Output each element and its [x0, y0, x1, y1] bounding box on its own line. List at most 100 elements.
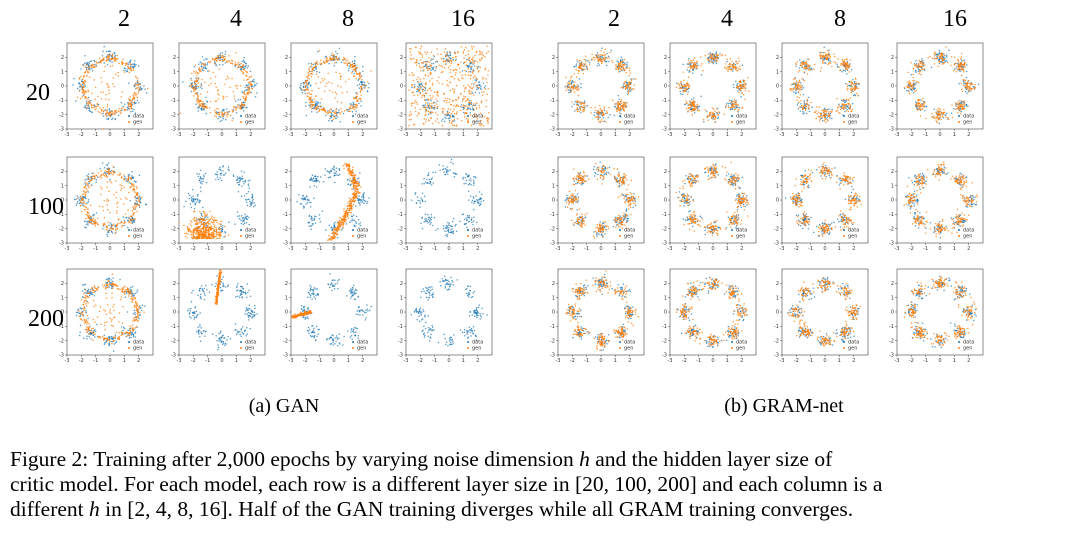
data-point: [105, 285, 107, 287]
data-point: [421, 192, 424, 194]
data-point: [355, 91, 357, 94]
data-point: [432, 171, 434, 174]
gen-point: [81, 313, 84, 316]
data-point: [125, 292, 128, 294]
gen-point: [121, 61, 123, 64]
gen-point: [336, 234, 338, 236]
gen-point: [107, 169, 109, 171]
data-point: [318, 71, 321, 74]
data-point: [336, 52, 338, 55]
data-point: [220, 169, 222, 171]
gen-point: [99, 111, 101, 114]
gen-point: [357, 191, 359, 193]
data-point: [213, 61, 216, 63]
gen-point: [431, 97, 433, 99]
gen-point: [470, 90, 473, 93]
gen-point: [487, 74, 489, 76]
data-point: [300, 202, 303, 205]
data-point: [354, 205, 357, 208]
data-point: [420, 222, 422, 224]
data-point: [311, 174, 314, 177]
data-point: [432, 62, 435, 65]
gen-series: [178, 210, 230, 240]
data-point: [123, 219, 126, 222]
data-point: [206, 100, 208, 103]
data-point: [451, 228, 453, 230]
gen-point: [139, 83, 141, 86]
gen-point: [220, 111, 223, 113]
gen-point: [98, 335, 100, 338]
data-point: [425, 98, 427, 101]
gen-point: [99, 61, 101, 63]
gen-point: [83, 318, 85, 321]
data-point: [132, 293, 135, 295]
gen-point: [348, 165, 351, 168]
data-point: [430, 59, 432, 61]
gen-point: [134, 326, 137, 329]
data-point: [129, 199, 131, 202]
gen-point: [211, 227, 213, 230]
gen-point: [345, 109, 348, 111]
data-point: [253, 85, 255, 88]
gen-point: [87, 105, 89, 107]
gen-point: [231, 63, 234, 65]
data-point: [78, 312, 80, 314]
gen-point: [355, 96, 358, 98]
data-point: [479, 198, 481, 200]
gen-point: [421, 96, 423, 99]
gen-point: [94, 225, 97, 227]
data-point: [473, 202, 475, 205]
data-point: [106, 113, 108, 115]
gen-point: [427, 69, 429, 72]
gen-point: [431, 102, 433, 105]
data-point: [427, 65, 430, 68]
gen-point: [415, 64, 418, 66]
gen-point: [80, 85, 83, 88]
gen-point: [305, 81, 307, 83]
data-point: [94, 330, 97, 333]
gen-point: [241, 105, 244, 108]
legend-marker-gen: [240, 121, 242, 123]
data-point: [240, 222, 243, 225]
gen-point: [231, 111, 234, 113]
data-point: [465, 182, 467, 185]
data-point: [202, 180, 204, 183]
legend-marker-data: [352, 229, 354, 231]
gen-point: [468, 50, 470, 52]
y-tick-label: -2: [171, 112, 176, 118]
gen-point: [436, 48, 438, 50]
legend-marker-gen: [467, 235, 469, 237]
gram-col-header-4: 4: [721, 6, 733, 32]
data-point: [222, 64, 224, 66]
gen-point: [132, 94, 134, 96]
gen-point: [126, 198, 128, 200]
gen-point: [331, 82, 333, 85]
gen-point: [237, 61, 240, 64]
gen-point: [107, 171, 110, 173]
gen-point: [336, 59, 339, 62]
gen-point: [354, 176, 356, 178]
data-point: [453, 172, 456, 175]
data-point: [138, 317, 140, 320]
data-point: [351, 60, 354, 63]
data-point: [472, 83, 475, 85]
data-point: [219, 120, 222, 123]
data-point: [311, 219, 313, 222]
data-point: [139, 201, 142, 204]
data-point: [139, 86, 142, 88]
gen-point: [353, 195, 356, 198]
gen-point: [345, 219, 347, 221]
gen-point: [359, 77, 362, 79]
gen-point: [349, 106, 351, 109]
data-point: [467, 216, 469, 218]
gen-point: [138, 200, 141, 203]
gen-point: [208, 237, 210, 239]
gen-point: [91, 92, 93, 95]
gen-point: [453, 112, 456, 115]
data-point: [216, 176, 219, 178]
gen-point: [100, 173, 103, 176]
gen-point: [328, 81, 330, 83]
gen-point: [92, 220, 95, 223]
gen-point: [345, 60, 347, 62]
gen-point: [194, 82, 196, 85]
